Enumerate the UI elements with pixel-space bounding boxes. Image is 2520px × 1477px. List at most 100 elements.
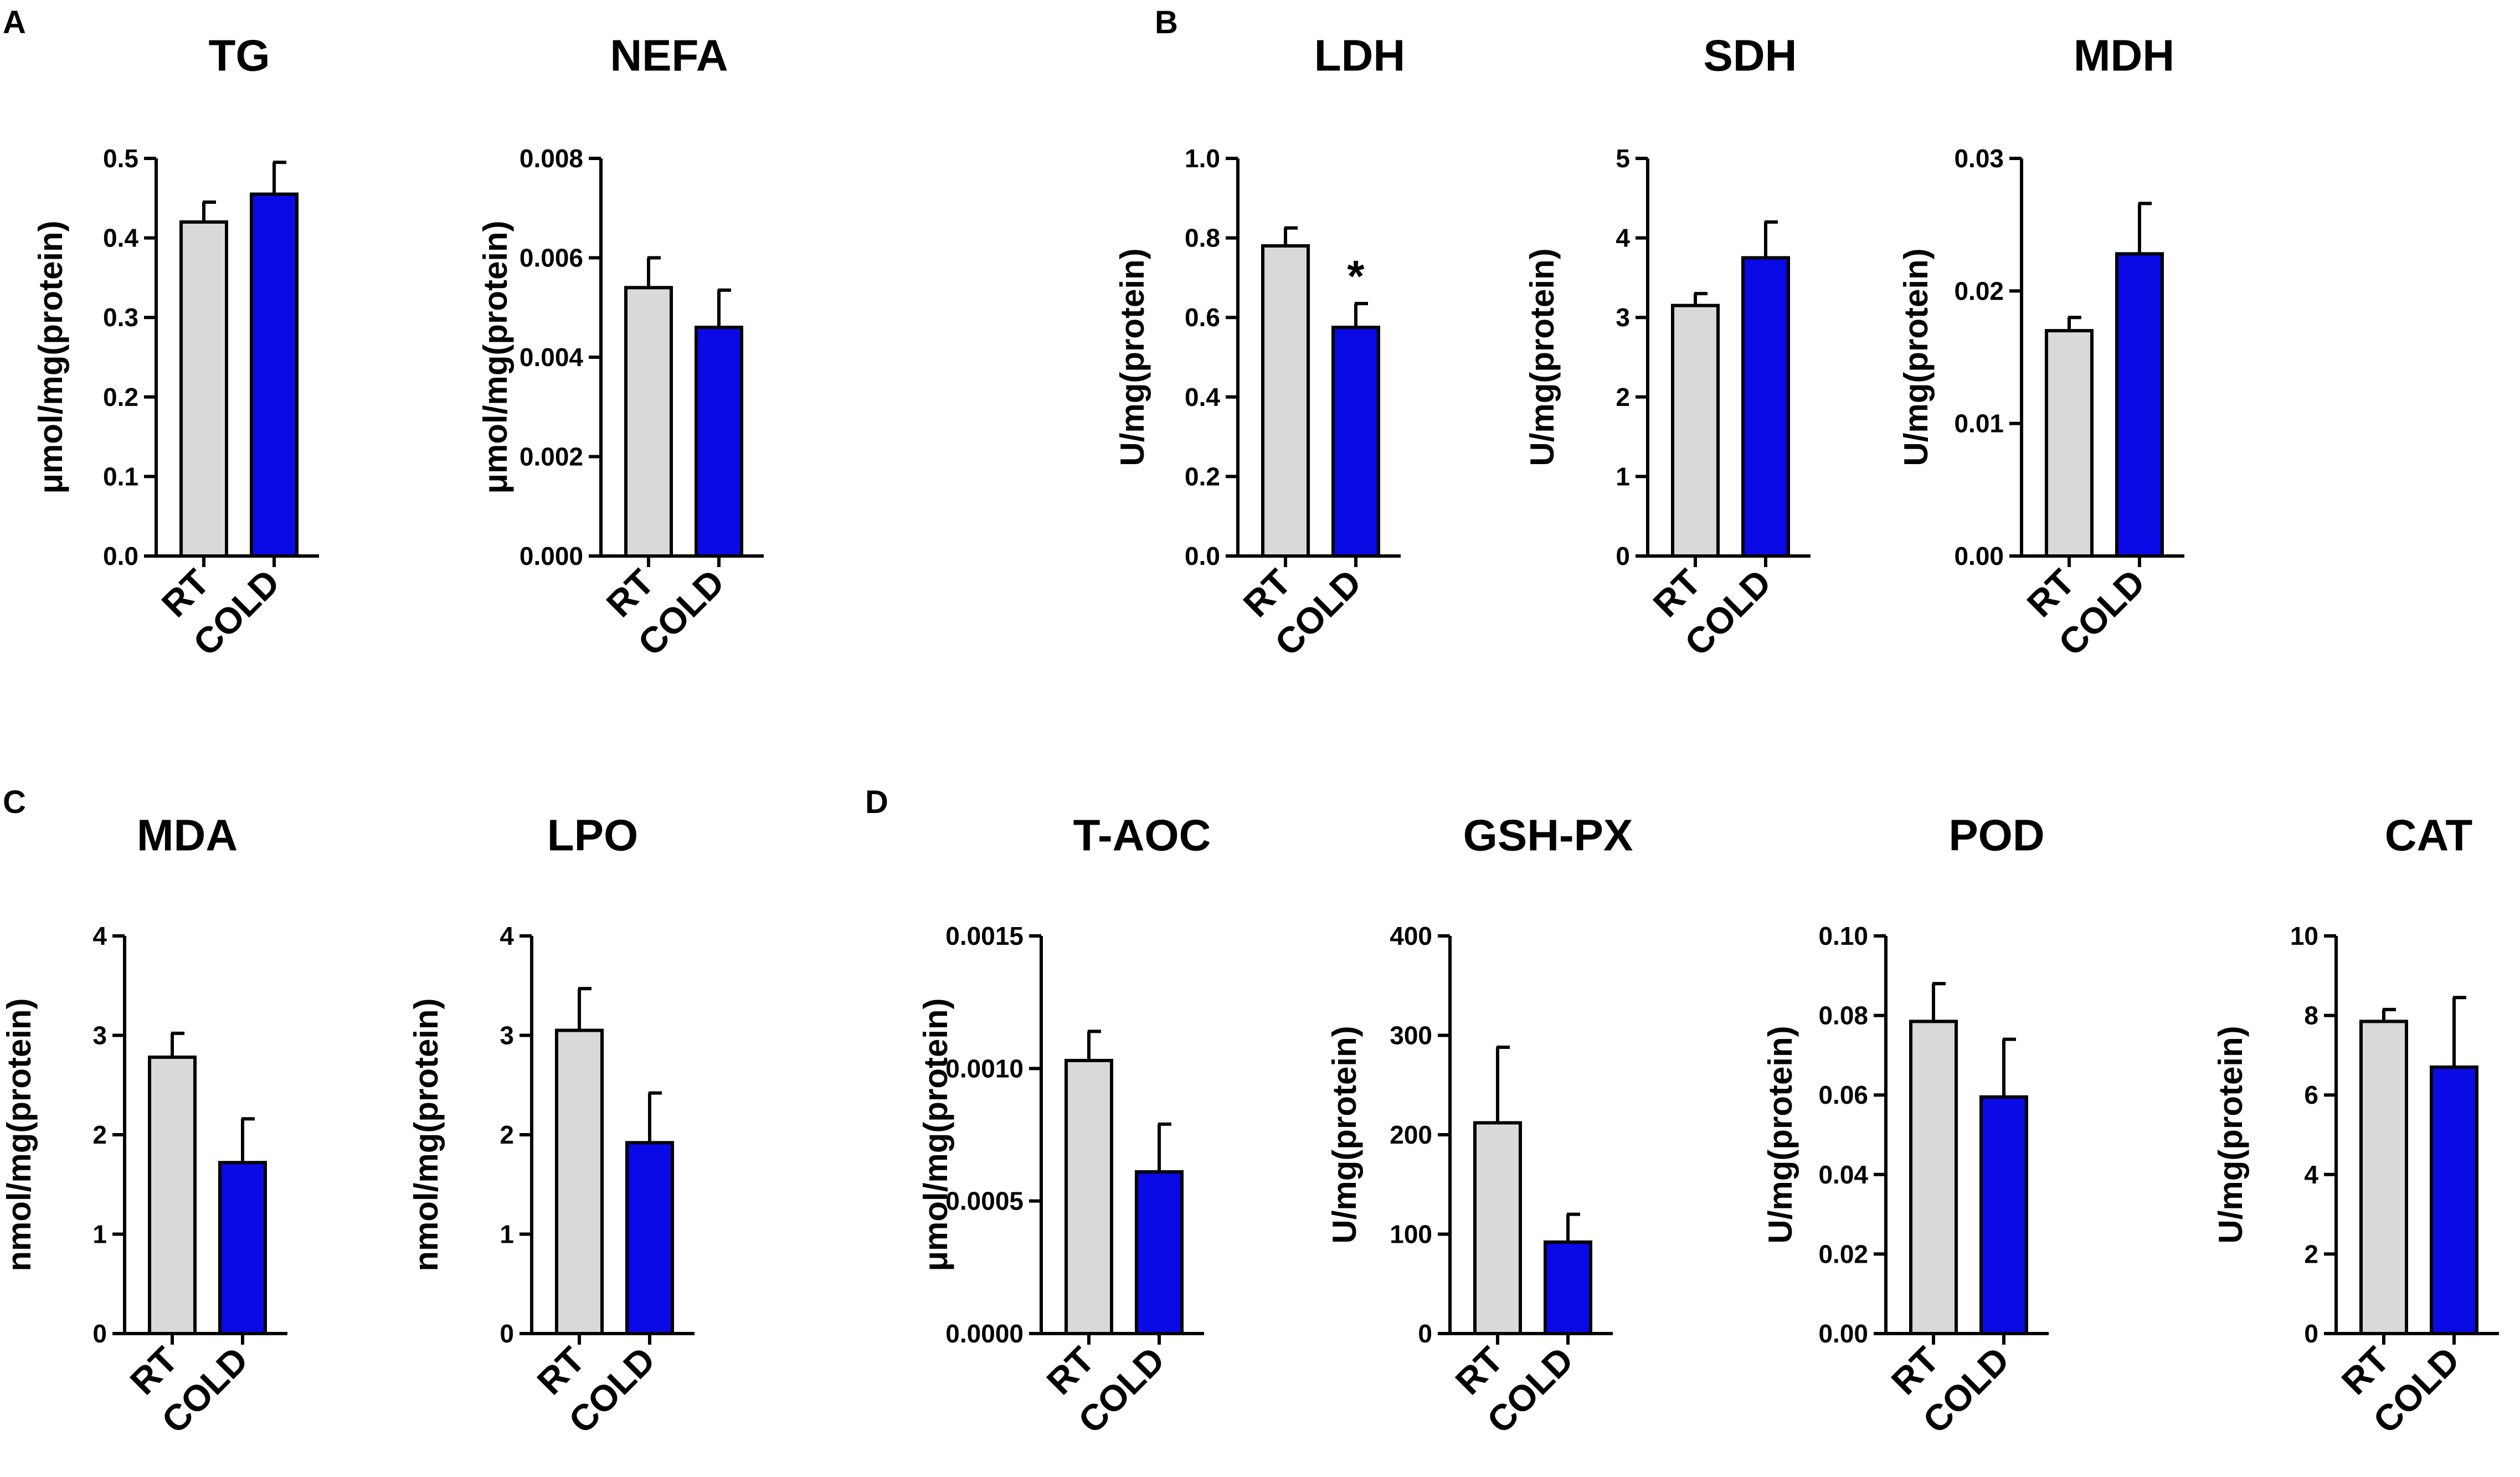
y-tick-label: 0.006 — [520, 244, 583, 272]
chart-ldh: LDHU/mg(protein)0.00.20.40.60.81.0RTCOLD… — [1114, 31, 1405, 664]
y-tick-label: 0 — [1616, 542, 1630, 570]
y-axis-label: nmol/mg(protein) — [408, 998, 445, 1271]
bar-rt — [624, 286, 673, 558]
y-tick-label: 10 — [2290, 922, 2318, 950]
bar-rt — [1064, 1058, 1113, 1336]
panel-letter-c: C — [3, 784, 26, 820]
bar-cold — [2115, 252, 2164, 558]
y-axis-label: U/mg(protein) — [1114, 248, 1151, 466]
y-axis-label: U/mg(protein) — [1326, 1026, 1363, 1243]
chart-title: LPO — [547, 811, 638, 860]
y-tick-label: 0.1 — [103, 462, 138, 491]
y-tick-label: 0 — [92, 1319, 107, 1348]
y-tick-label: 0.8 — [1185, 224, 1220, 253]
chart-title: POD — [1948, 811, 2044, 860]
y-tick-label: 0.10 — [1818, 922, 1868, 950]
y-tick-label: 0 — [1418, 1319, 1432, 1348]
y-tick-label: 0.0010 — [945, 1054, 1024, 1083]
bar-cold — [625, 1141, 674, 1336]
chart-t-aoc: T-AOC μmol/mg(protein) 0.0000 0.0005 0.0010 0… — [917, 811, 1211, 1442]
y-tick-label: 0.2 — [103, 383, 138, 411]
y-axis-label: μmol/mg(protein) — [32, 220, 69, 493]
chart-title: SDH — [1704, 31, 1797, 80]
bar-rt — [1671, 303, 1720, 558]
bar-rt — [555, 1028, 604, 1335]
y-tick-label: 1 — [500, 1220, 514, 1249]
charts-layer: TGμmol/mg(protein)0.00.10.20.30.40.5RTCO… — [1, 31, 2499, 1442]
y-tick-label: 0.5 — [103, 144, 138, 173]
bar-cold — [1544, 1240, 1592, 1336]
y-axis-label: μmol/mg(protein) — [477, 220, 514, 493]
y-tick-label: 8 — [2304, 1001, 2318, 1030]
y-tick-label: 1 — [1616, 462, 1630, 491]
y-tick-label: 3 — [1616, 303, 1630, 332]
significance-marker: * — [1347, 251, 1365, 301]
bar-cold — [218, 1161, 267, 1335]
y-tick-label: 0.002 — [520, 442, 583, 471]
y-axis-label: μmol/mg(protein) — [917, 998, 954, 1271]
panel-letter-b: B — [1155, 4, 1178, 40]
y-tick-label: 400 — [1390, 922, 1432, 950]
y-tick-label: 0 — [500, 1319, 514, 1348]
y-tick-label: 0.2 — [1185, 462, 1220, 491]
y-tick-label: 1.0 — [1185, 144, 1220, 173]
y-tick-label: 0.01 — [1954, 409, 2004, 438]
y-tick-label: 4 — [1616, 224, 1630, 253]
chart-title: LDH — [1314, 31, 1405, 80]
y-tick-label: 0.0000 — [945, 1319, 1024, 1348]
y-tick-label: 0.0005 — [945, 1187, 1024, 1216]
y-tick-label: 4 — [2304, 1160, 2318, 1189]
y-tick-label: 0.008 — [520, 144, 583, 173]
chart-pod: POD U/mg(protein) 0.00 0.02 0.04 0.06 0.08 0.10… — [1762, 811, 2049, 1441]
y-tick-label: 0.08 — [1818, 1001, 1868, 1030]
y-axis-label: U/mg(protein) — [2212, 1026, 2249, 1243]
bar-cold — [250, 192, 299, 558]
y-tick-label: 0.0 — [103, 542, 138, 570]
bar-cold — [1979, 1095, 2028, 1336]
y-tick-label: 2 — [500, 1120, 514, 1149]
y-tick-label: 0.03 — [1954, 144, 2004, 173]
y-tick-label: 0.02 — [1954, 276, 2004, 305]
y-tick-label: 0.02 — [1818, 1239, 1868, 1268]
bar-cold — [2430, 1065, 2478, 1335]
y-tick-label: 0.000 — [520, 542, 583, 570]
y-tick-label: 300 — [1390, 1021, 1432, 1050]
y-tick-label: 0.00 — [1954, 542, 2004, 570]
y-tick-label: 1 — [92, 1220, 107, 1249]
y-tick-label: 0.004 — [520, 343, 584, 372]
bar-rt — [2045, 329, 2094, 558]
y-tick-label: 2 — [1616, 383, 1630, 411]
chart-title: T-AOC — [1073, 811, 1211, 860]
y-tick-label: 0.06 — [1818, 1080, 1868, 1109]
y-tick-label: 4 — [92, 922, 107, 950]
y-tick-label: 0 — [2304, 1319, 2318, 1348]
bar-cold — [1331, 326, 1380, 558]
bar-rt — [1261, 244, 1310, 558]
y-tick-label: 3 — [500, 1021, 514, 1050]
y-tick-label: 2 — [2304, 1239, 2318, 1268]
y-tick-label: 100 — [1390, 1220, 1432, 1249]
chart-title: GSH-PX — [1463, 811, 1633, 860]
y-tick-label: 0.04 — [1818, 1160, 1868, 1189]
y-axis-label: U/mg(protein) — [1524, 248, 1561, 466]
bar-rt — [179, 220, 228, 558]
y-tick-label: 4 — [500, 922, 514, 950]
chart-tg: TGμmol/mg(protein)0.00.10.20.30.40.5RTCO… — [32, 31, 319, 663]
y-tick-label: 2 — [92, 1120, 107, 1149]
chart-title: MDA — [137, 811, 238, 860]
bar-rt — [1909, 1020, 1958, 1335]
chart-title: CAT — [2385, 811, 2473, 860]
y-tick-label: 0.4 — [103, 224, 138, 253]
y-tick-label: 0.4 — [1185, 383, 1220, 411]
y-tick-label: 0.0 — [1185, 542, 1220, 570]
bar-cold — [695, 326, 743, 558]
chart-title: TG — [208, 31, 270, 80]
y-tick-label: 6 — [2304, 1080, 2318, 1109]
y-tick-label: 0.3 — [103, 303, 138, 332]
y-tick-label: 5 — [1616, 144, 1630, 173]
